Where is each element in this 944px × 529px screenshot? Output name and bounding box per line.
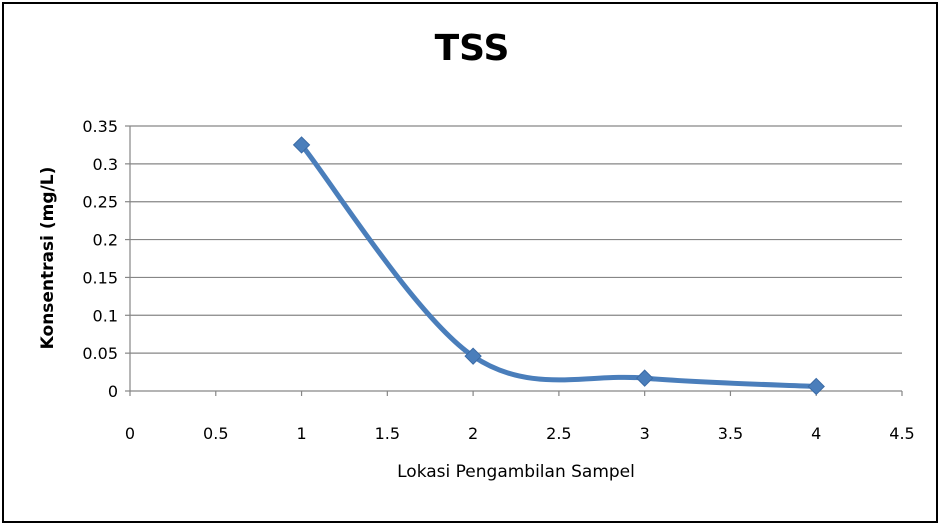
axes	[125, 125, 903, 396]
data-point	[807, 377, 825, 396]
gridlines	[130, 125, 902, 354]
x-tick-label: 1	[296, 424, 306, 443]
y-tick-label: 0.25	[82, 193, 118, 212]
y-tick-label: 0.05	[82, 344, 118, 363]
data-point	[464, 347, 482, 365]
data-point	[292, 136, 311, 154]
y-tick-label: 0.1	[93, 306, 118, 325]
y-tick-label: 0.15	[82, 268, 118, 287]
x-tick-label: 4	[811, 424, 821, 443]
y-tick-label: 0.3	[93, 155, 118, 174]
y-tick-label: 0	[108, 382, 118, 401]
x-tick-label: 4.5	[889, 424, 914, 443]
data-point	[635, 369, 654, 387]
x-tick-label: 0	[125, 424, 135, 443]
x-tick-label: 2	[468, 424, 478, 443]
chart-frame	[2, 2, 938, 523]
x-tick-label: 0.5	[203, 424, 228, 443]
x-tick-labels: 0 0.5 1 1.5 2 2.5 3 3.5 4 4.5	[125, 424, 915, 443]
x-tick-label: 1.5	[375, 424, 400, 443]
x-tick-label: 3	[640, 424, 650, 443]
x-tick-label: 2.5	[546, 424, 571, 443]
series-group	[292, 136, 825, 396]
y-tick-label: 0.35	[82, 117, 118, 136]
x-axis-label: Lokasi Pengambilan Sampel	[397, 462, 635, 482]
series-line	[299, 142, 819, 389]
x-tick-label: 3.5	[718, 424, 743, 443]
chart-title: TSS	[434, 28, 510, 69]
y-tick-labels: 0 0.05 0.1 0.15 0.2 0.25 0.3 0.35	[82, 117, 118, 401]
y-tick-label: 0.2	[93, 231, 118, 250]
